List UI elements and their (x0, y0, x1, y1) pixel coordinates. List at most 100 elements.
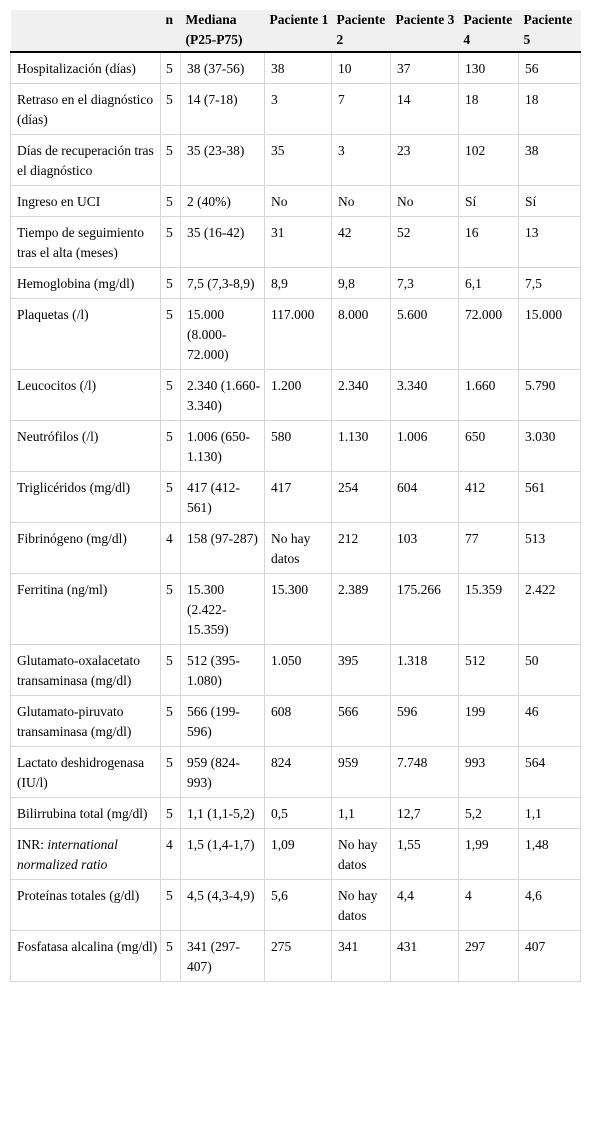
cell-text: 15.300 (271, 582, 309, 597)
cell: 46 (518, 695, 581, 747)
cell: Sí (518, 185, 581, 217)
cell: 4,6 (518, 879, 581, 931)
row-label: Tiempo de seguimiento tras el alta (mese… (10, 216, 161, 268)
cell: 12,7 (390, 797, 459, 829)
cell: 431 (390, 930, 459, 982)
header-cell: n (160, 10, 181, 53)
cell-text: 5 (166, 806, 173, 821)
header-text: Paciente 2 (336, 12, 386, 47)
cell-text: Retraso en el diagnóstico (días) (17, 92, 154, 127)
header-text: Mediana (P25-P75) (185, 12, 243, 47)
cell-text: 50 (525, 653, 539, 668)
cell-text: 407 (525, 939, 546, 954)
cell: 2.340 (331, 369, 391, 421)
cell-text: 2.340 (338, 378, 369, 393)
cell: 130 (458, 52, 519, 84)
cell: No hay datos (331, 828, 391, 880)
table-row: Fosfatasa alcalina (mg/dl) 5 341 (297-407)… (10, 930, 581, 982)
cell-text: 103 (397, 531, 418, 546)
cell-text: 341 (297-407) (187, 939, 240, 974)
header-cell: Paciente 5 (518, 10, 581, 53)
cell: 35 (16-42) (180, 216, 265, 268)
cell-text: 5 (166, 653, 173, 668)
cell-text: Fibrinógeno (mg/dl) (17, 531, 127, 546)
cell: 72.000 (458, 298, 519, 370)
cell: 1,5 (1,4-1,7) (180, 828, 265, 880)
cell-text: 35 (23-38) (187, 143, 245, 158)
cell-text: 199 (465, 704, 486, 719)
cell-text: 5 (166, 755, 173, 770)
cell-text: Triglicéridos (mg/dl) (17, 480, 131, 495)
cell-text: 13 (525, 225, 539, 240)
cell: 566 (199-596) (180, 695, 265, 747)
cell-text: 5 (166, 92, 173, 107)
cell-text: Días de recuperación tras el diagnóstico (17, 143, 154, 178)
row-label: Lactato deshidrogenasa (IU/l) (10, 746, 161, 798)
header-text: Paciente 1 (269, 12, 329, 27)
cell-text: 5 (166, 888, 173, 903)
cell: 3.030 (518, 420, 581, 472)
cell-text: 4,5 (4,3-4,9) (187, 888, 255, 903)
row-label: Plaquetas (/l) (10, 298, 161, 370)
cell: 395 (331, 644, 391, 696)
cell: 1,1 (331, 797, 391, 829)
cell: 14 (7-18) (180, 83, 265, 135)
cell-text: 1.006 (650-1.130) (187, 429, 250, 464)
cell-text: 1.006 (397, 429, 428, 444)
cell: No hay datos (264, 522, 332, 574)
cell: 16 (458, 216, 519, 268)
cell: 4,5 (4,3-4,9) (180, 879, 265, 931)
cell-text: 5,6 (271, 888, 288, 903)
cell-text: 1.200 (271, 378, 302, 393)
cell: 38 (37-56) (180, 52, 265, 84)
cell-text: 38 (271, 61, 285, 76)
cell: 7,5 (518, 267, 581, 299)
cell: 35 (23-38) (180, 134, 265, 186)
table-row: Lactato deshidrogenasa (IU/l) 5 959 (824-9… (10, 746, 581, 798)
header-cell: Paciente 1 (264, 10, 332, 53)
cell: 5 (160, 134, 181, 186)
cell-text: 117.000 (271, 307, 315, 322)
cell: 2.422 (518, 573, 581, 645)
cell: 18 (458, 83, 519, 135)
cell-text: Sí (525, 194, 537, 209)
cell-text: 2.340 (1.660-3.340) (187, 378, 261, 413)
cell-text: 417 (271, 480, 292, 495)
cell-text: 1,09 (271, 837, 295, 852)
cell-text: 37 (397, 61, 411, 76)
cell: 407 (518, 930, 581, 982)
cell: 42 (331, 216, 391, 268)
cell-text: 72.000 (465, 307, 503, 322)
cell-text: 1,1 (1,1-5,2) (187, 806, 255, 821)
cell-text: Ingreso en UCI (17, 194, 101, 209)
cell: 1.660 (458, 369, 519, 421)
cell: 37 (390, 52, 459, 84)
cell: 15.300 (264, 573, 332, 645)
cell-text: 5 (166, 61, 173, 76)
cell-text: Glutamato-piruvato transaminasa (mg/dl) (17, 704, 132, 739)
cell: 5 (160, 930, 181, 982)
cell-text: Fosfatasa alcalina (mg/dl) (17, 939, 158, 954)
cell-text: 2 (40%) (187, 194, 231, 209)
cell: 2 (40%) (180, 185, 265, 217)
cell: 4 (458, 879, 519, 931)
cell: 212 (331, 522, 391, 574)
cell: 1.318 (390, 644, 459, 696)
cell: 561 (518, 471, 581, 523)
cell-text: Proteínas totales (g/dl) (17, 888, 140, 903)
cell: 959 (824-993) (180, 746, 265, 798)
cell: 1.006 (650-1.130) (180, 420, 265, 472)
cell-text: 1,99 (465, 837, 489, 852)
cell-text: Leucocitos (/l) (17, 378, 97, 393)
cell: 31 (264, 216, 332, 268)
cell: Sí (458, 185, 519, 217)
cell: 596 (390, 695, 459, 747)
cell-text: 566 (338, 704, 359, 719)
cell-text: 1,48 (525, 837, 549, 852)
row-label: Fosfatasa alcalina (mg/dl) (10, 930, 161, 982)
cell: 1,09 (264, 828, 332, 880)
cell-text: 56 (525, 61, 539, 76)
cell: 3 (331, 134, 391, 186)
cell-text: 1,1 (338, 806, 355, 821)
cell: 412 (458, 471, 519, 523)
